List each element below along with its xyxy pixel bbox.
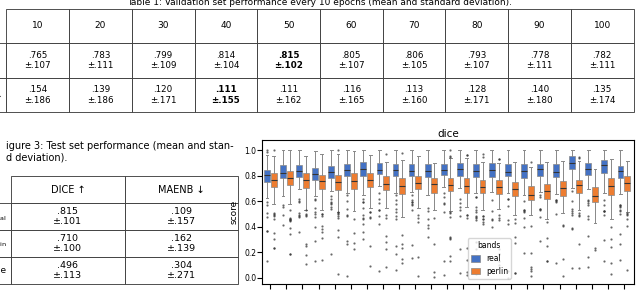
PathPatch shape — [425, 164, 431, 177]
PathPatch shape — [463, 178, 469, 193]
PathPatch shape — [431, 178, 437, 193]
Y-axis label: score: score — [230, 200, 239, 224]
Text: igure 3: Test set performance (mean and stan-: igure 3: Test set performance (mean and … — [6, 141, 234, 151]
PathPatch shape — [415, 176, 421, 189]
PathPatch shape — [480, 180, 486, 193]
PathPatch shape — [537, 164, 543, 176]
Text: d deviation).: d deviation). — [6, 153, 68, 163]
Legend: real, perlin: real, perlin — [467, 238, 511, 279]
PathPatch shape — [328, 166, 334, 177]
PathPatch shape — [360, 162, 366, 176]
Title: dice: dice — [437, 129, 459, 139]
PathPatch shape — [312, 168, 318, 180]
PathPatch shape — [296, 165, 302, 177]
PathPatch shape — [553, 164, 559, 177]
PathPatch shape — [303, 173, 308, 188]
PathPatch shape — [512, 182, 518, 196]
PathPatch shape — [376, 163, 382, 174]
PathPatch shape — [496, 180, 502, 194]
PathPatch shape — [544, 184, 550, 199]
PathPatch shape — [618, 166, 623, 178]
PathPatch shape — [441, 164, 447, 175]
PathPatch shape — [264, 170, 270, 182]
PathPatch shape — [521, 164, 527, 178]
PathPatch shape — [392, 164, 398, 177]
PathPatch shape — [271, 173, 276, 187]
PathPatch shape — [576, 180, 582, 193]
PathPatch shape — [319, 175, 325, 189]
PathPatch shape — [344, 164, 350, 176]
PathPatch shape — [351, 173, 357, 189]
PathPatch shape — [570, 156, 575, 169]
PathPatch shape — [280, 165, 286, 178]
Text: Table 1: Validation set performance every 10 epochs (mean and standard deviation: Table 1: Validation set performance ever… — [127, 0, 513, 7]
PathPatch shape — [602, 160, 607, 173]
PathPatch shape — [383, 175, 389, 190]
PathPatch shape — [505, 164, 511, 176]
PathPatch shape — [592, 187, 598, 202]
PathPatch shape — [367, 173, 373, 187]
PathPatch shape — [489, 163, 495, 177]
PathPatch shape — [473, 164, 479, 177]
PathPatch shape — [399, 178, 405, 194]
PathPatch shape — [409, 164, 415, 176]
PathPatch shape — [528, 186, 534, 200]
PathPatch shape — [608, 178, 614, 195]
PathPatch shape — [560, 181, 566, 196]
PathPatch shape — [447, 178, 453, 191]
PathPatch shape — [287, 171, 292, 185]
PathPatch shape — [457, 163, 463, 176]
PathPatch shape — [586, 163, 591, 175]
PathPatch shape — [624, 176, 630, 191]
PathPatch shape — [335, 175, 341, 190]
